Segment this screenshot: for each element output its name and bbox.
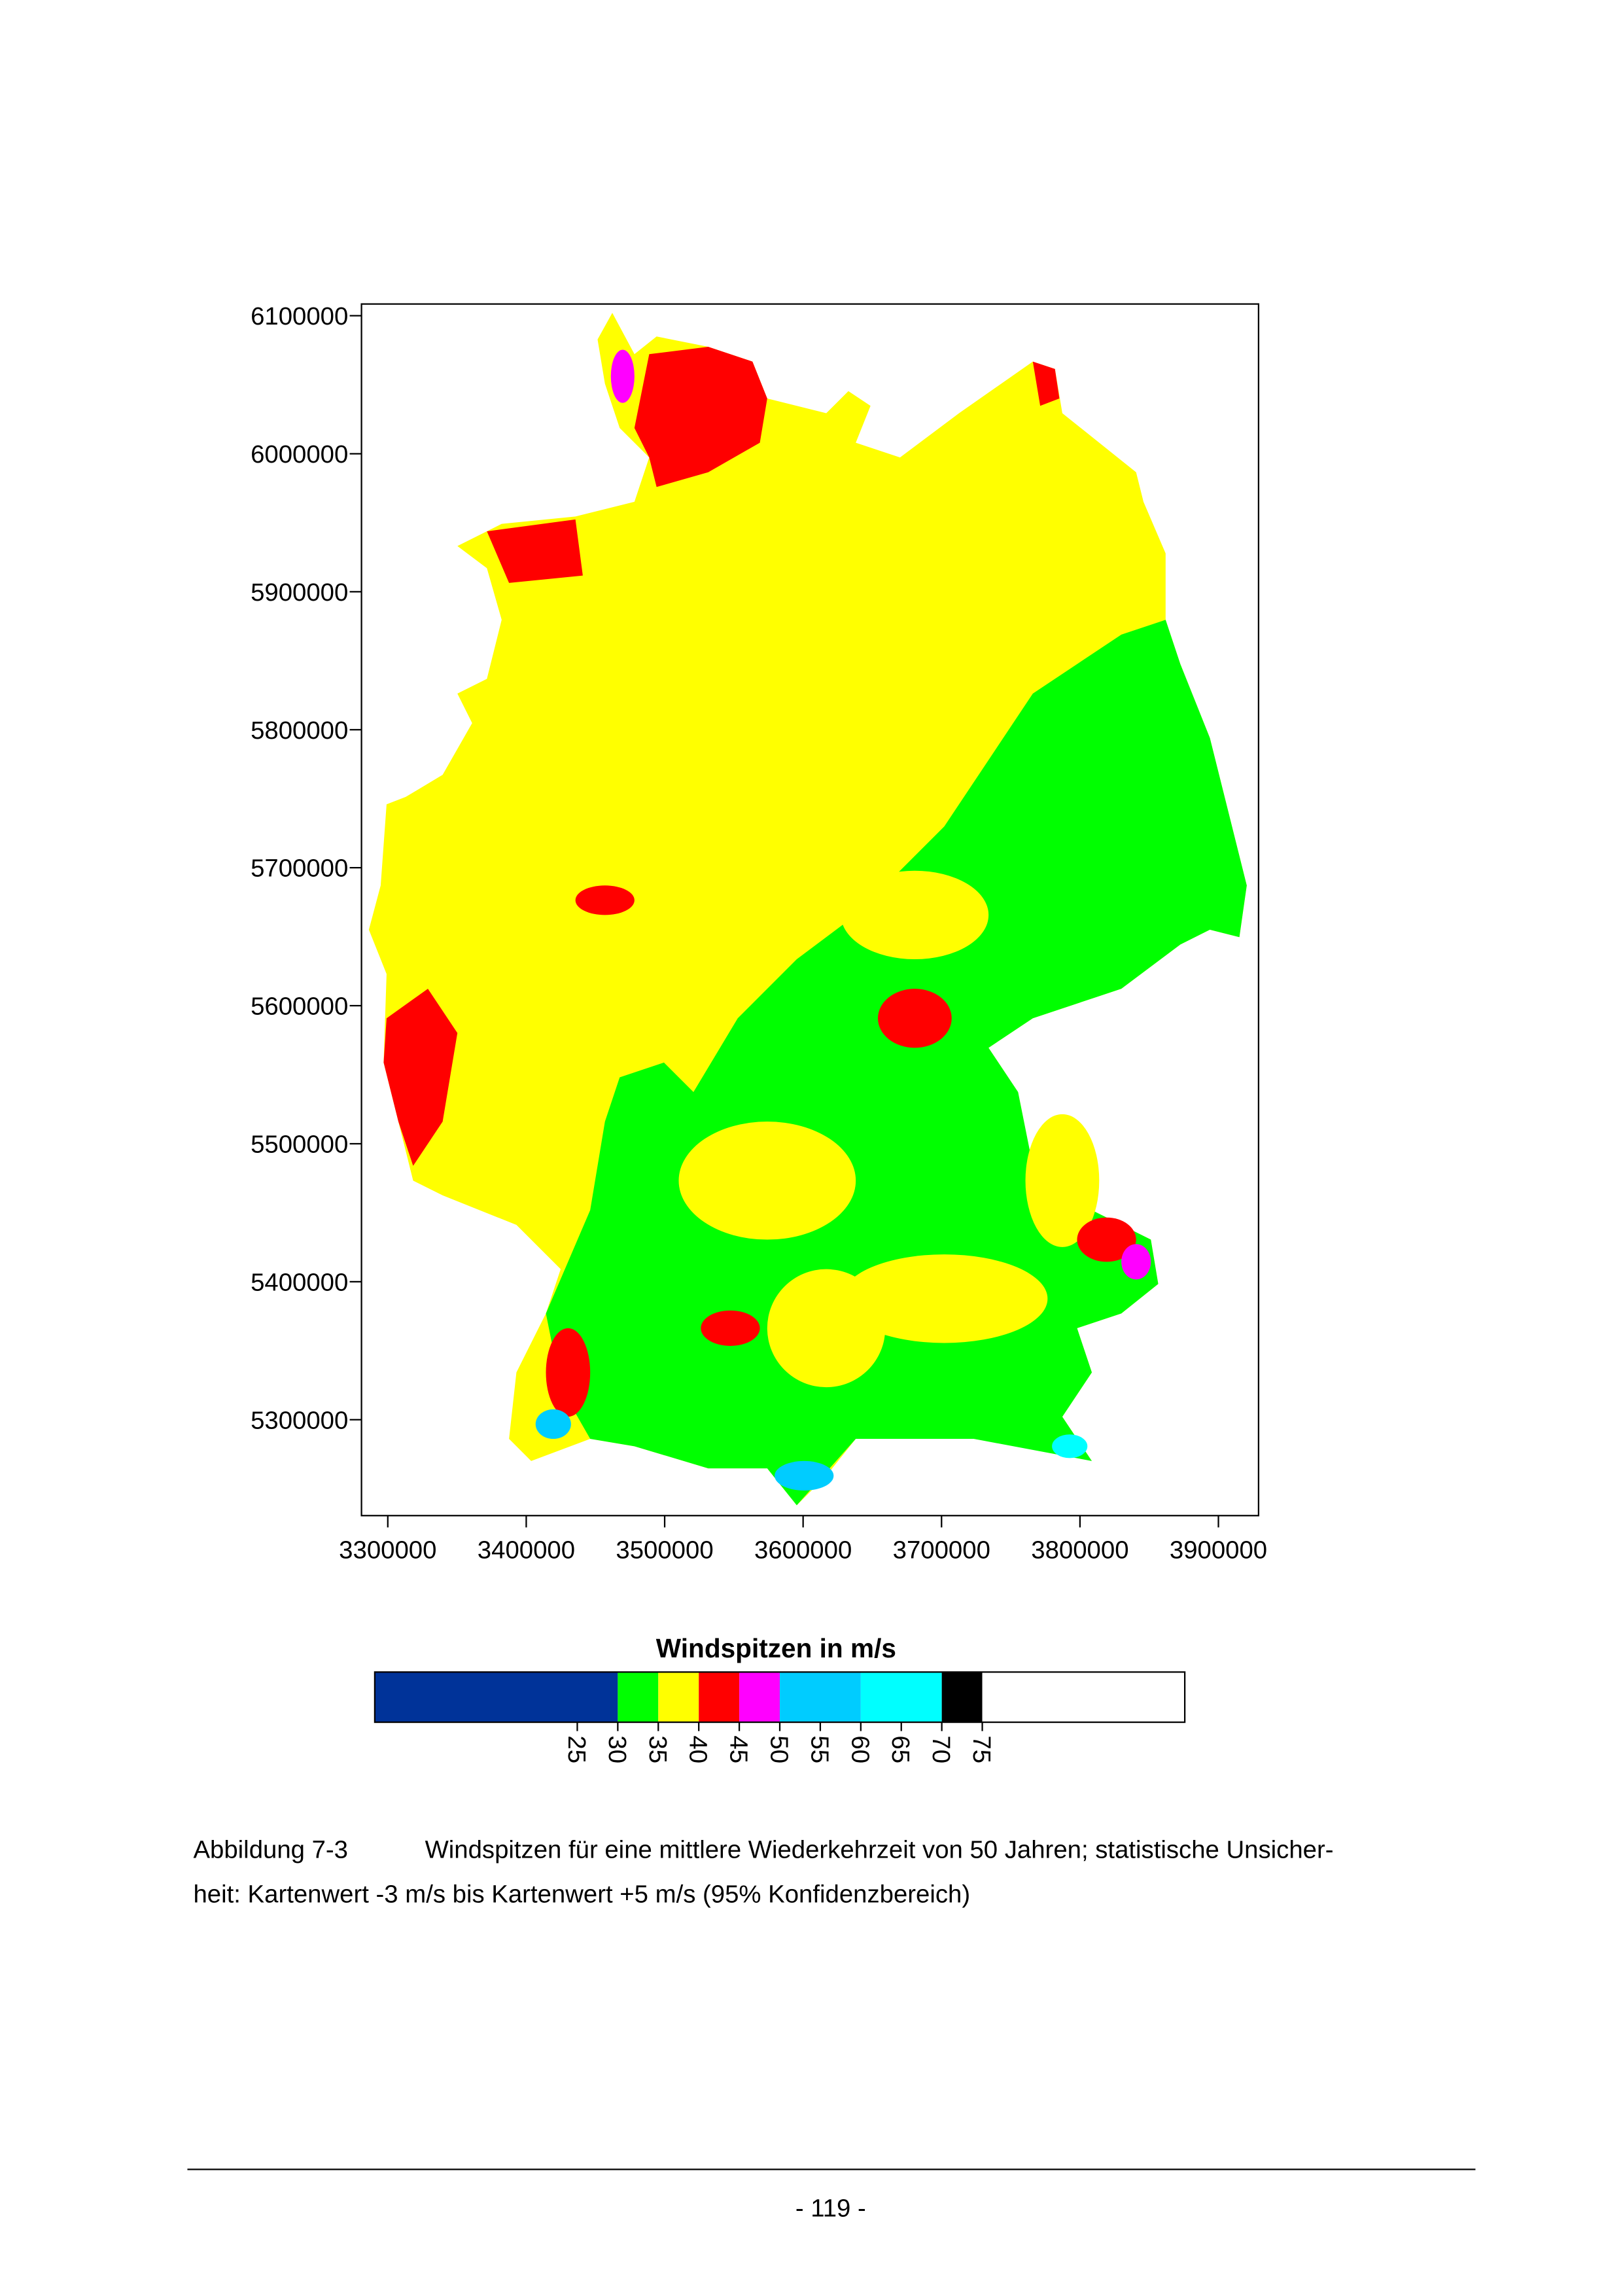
colorbar-tick-label: 60 <box>846 1735 874 1763</box>
map-zone-red <box>701 1310 760 1346</box>
colorbar-tick-label: 30 <box>603 1735 631 1763</box>
caption-label: Abbildung 7-3 <box>193 1836 348 1864</box>
map-zone-cyan <box>1052 1434 1088 1458</box>
colorbar-tick-label: 50 <box>765 1735 793 1763</box>
y-tick-label: 6100000 <box>251 302 348 330</box>
x-tick-label: 3400000 <box>478 1536 575 1564</box>
colorbar-tick-label: 45 <box>725 1735 753 1763</box>
caption-line: Windspitzen für eine mittlere Wiederkehr… <box>425 1836 1334 1864</box>
map-zone-magenta <box>1121 1244 1151 1280</box>
map-zone-red <box>487 519 583 583</box>
map-zone-red <box>383 989 458 1166</box>
plot-frame <box>360 303 1260 1517</box>
y-tick-label: 6000000 <box>251 440 348 468</box>
colorbar-tick-label: 65 <box>886 1735 915 1763</box>
map-zone-red <box>546 1328 591 1417</box>
colorbar-segment <box>658 1672 699 1723</box>
map-zone-yellow <box>767 1269 886 1388</box>
map-zone-magenta <box>610 349 635 403</box>
page-number: - 119 - <box>795 2195 866 2223</box>
colorbar-segment <box>982 1672 1185 1723</box>
colorbar-segment <box>941 1672 983 1723</box>
y-tick-label: 5700000 <box>251 855 348 883</box>
colorbar-segment <box>374 1672 618 1723</box>
colorbar-tick-label: 40 <box>684 1735 712 1763</box>
y-tick-label: 5900000 <box>251 578 348 607</box>
caption-line: heit: Kartenwert -3 m/s bis Kartenwert +… <box>193 1880 970 1908</box>
y-tick-label: 5400000 <box>251 1268 348 1296</box>
map-zone-red <box>1077 1217 1136 1262</box>
y-tick-label: 5300000 <box>251 1406 348 1434</box>
map-zone-red <box>634 347 767 487</box>
colorbar-segment <box>618 1672 659 1723</box>
colorbar-segment <box>739 1672 780 1723</box>
map-zone-red <box>1032 361 1060 406</box>
map-zone-yellow <box>1025 1114 1100 1247</box>
colorbar-segment <box>780 1672 861 1723</box>
colorbar-segment <box>699 1672 740 1723</box>
x-tick-label: 3700000 <box>893 1536 990 1564</box>
colorbar-tick-label: 55 <box>805 1735 833 1763</box>
map-zone-red <box>877 989 952 1048</box>
map-zone-yellow <box>841 1254 1048 1343</box>
x-tick-label: 3800000 <box>1031 1536 1128 1564</box>
colorbar-tick-label: 70 <box>927 1735 955 1763</box>
x-tick-label: 3500000 <box>616 1536 713 1564</box>
x-tick-label: 3300000 <box>339 1536 436 1564</box>
x-tick-label: 3600000 <box>754 1536 852 1564</box>
colorbar-tick-label: 35 <box>644 1735 672 1763</box>
colorbar-tick-label: 25 <box>563 1735 591 1763</box>
map <box>368 313 1247 1506</box>
map-zone-red <box>575 885 635 915</box>
colorbar-tick-label: 75 <box>968 1735 996 1763</box>
map-zone-yellow <box>841 870 989 960</box>
y-tick-label: 5800000 <box>251 716 348 745</box>
y-tick-label: 5600000 <box>251 993 348 1021</box>
x-tick-label: 3900000 <box>1170 1536 1267 1564</box>
colorbar-title: Windspitzen in m/s <box>656 1633 896 1663</box>
y-tick-label: 5500000 <box>251 1130 348 1158</box>
map-zone-green <box>546 620 1247 1506</box>
map-zone-lightblue <box>535 1409 571 1439</box>
map-zone-yellow <box>678 1122 856 1240</box>
colorbar-segment <box>860 1672 942 1723</box>
map-zone-lightblue <box>775 1460 834 1491</box>
